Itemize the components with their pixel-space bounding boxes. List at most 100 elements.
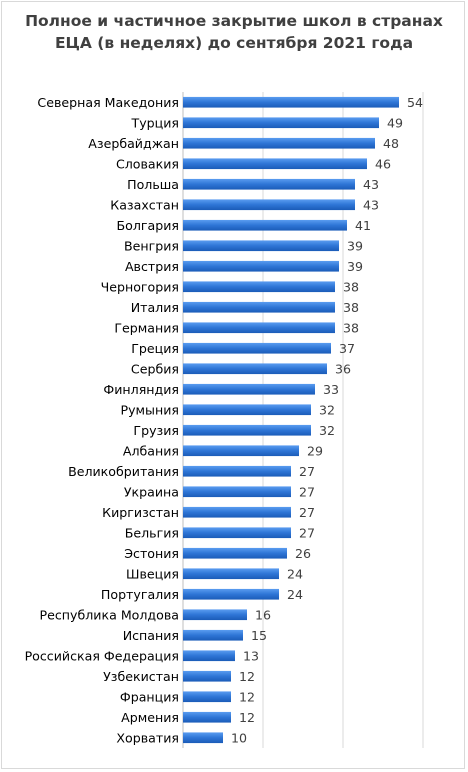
category-label: Киргизстан: [102, 505, 179, 520]
data-label: 33: [323, 382, 339, 397]
bar: [183, 527, 291, 539]
data-label: 46: [375, 156, 391, 171]
category-label: Швеция: [126, 566, 179, 581]
data-label: 39: [347, 259, 363, 274]
bar: [183, 260, 339, 272]
data-label: 12: [239, 710, 255, 725]
data-label: 16: [255, 607, 271, 622]
data-label: 39: [347, 238, 363, 253]
category-label: Черногория: [101, 279, 179, 294]
data-label: 27: [299, 525, 315, 540]
data-label: 38: [343, 320, 359, 335]
category-label: Албания: [123, 443, 179, 458]
data-label: 27: [299, 464, 315, 479]
bar: [183, 568, 279, 580]
data-label: 49: [387, 115, 403, 130]
data-label: 29: [307, 443, 323, 458]
category-label: Республика Молдова: [40, 607, 179, 622]
category-label: Испания: [123, 628, 179, 643]
category-label: Эстония: [124, 546, 179, 561]
bar: [183, 506, 291, 518]
data-label: 54: [407, 95, 423, 110]
bar: [183, 240, 339, 252]
bar: [183, 588, 279, 600]
data-label: 48: [383, 136, 399, 151]
category-label: Финляндия: [103, 382, 179, 397]
bar: [183, 445, 299, 457]
bar: [183, 96, 399, 108]
category-label: Хорватия: [116, 730, 179, 745]
bar: [183, 301, 335, 313]
category-label: Узбекистан: [103, 669, 179, 684]
category-label: Грузия: [133, 423, 179, 438]
category-label: Казахстан: [110, 197, 179, 212]
category-label: Франция: [120, 689, 179, 704]
data-label: 26: [295, 546, 311, 561]
data-label: 24: [287, 587, 303, 602]
category-label: Австрия: [125, 259, 179, 274]
category-label: Сербия: [131, 361, 179, 376]
category-label: Бельгия: [125, 525, 179, 540]
bar: [183, 650, 235, 662]
category-label: Венгрия: [124, 238, 179, 253]
data-label: 27: [299, 484, 315, 499]
chart-title-line-2: ЕЦА (в неделях) до сентября 2021 года: [54, 34, 414, 52]
category-label: Румыния: [121, 402, 180, 417]
data-label: 15: [251, 628, 267, 643]
category-label: Италия: [131, 300, 179, 315]
data-label: 41: [355, 218, 371, 233]
bar: [183, 117, 379, 129]
bar: [183, 158, 367, 170]
data-label: 10: [231, 730, 247, 745]
data-label: 32: [319, 423, 335, 438]
bar: [183, 363, 327, 375]
data-label: 12: [239, 669, 255, 684]
bar: [183, 670, 231, 682]
category-label: Португалия: [101, 587, 179, 602]
category-label: Армения: [121, 710, 179, 725]
bar: [183, 424, 311, 436]
category-label: Словакия: [116, 156, 179, 171]
data-label: 13: [243, 648, 259, 663]
bar: [183, 342, 331, 354]
bar: [183, 732, 223, 744]
category-label: Северная Македония: [37, 95, 179, 110]
category-label: Польша: [127, 177, 179, 192]
data-label: 24: [287, 566, 303, 581]
bar: [183, 404, 311, 416]
category-label: Греция: [131, 341, 179, 356]
data-label: 38: [343, 300, 359, 315]
bar: [183, 137, 375, 149]
bar: [183, 199, 355, 211]
bar: [183, 178, 355, 190]
category-label: Турция: [131, 115, 179, 130]
data-label: 37: [339, 341, 355, 356]
category-label: Болгария: [117, 218, 179, 233]
data-label: 38: [343, 279, 359, 294]
data-label: 32: [319, 402, 335, 417]
chart-title-line-1: Полное и частичное закрытие школ в стран…: [25, 12, 443, 30]
data-label: 27: [299, 505, 315, 520]
category-label: Азербайджан: [88, 136, 179, 151]
bar: [183, 629, 243, 641]
bar: [183, 547, 287, 559]
category-label: Украина: [124, 484, 179, 499]
bar: [183, 711, 231, 723]
bar: [183, 486, 291, 498]
data-label: 12: [239, 689, 255, 704]
bar: [183, 609, 247, 621]
bar: [183, 219, 347, 231]
bar: [183, 383, 315, 395]
data-label: 43: [363, 197, 379, 212]
bar: [183, 691, 231, 703]
category-label: Германия: [114, 320, 179, 335]
data-label: 36: [335, 361, 351, 376]
chart-title: Полное и частичное закрытие школ в стран…: [0, 10, 468, 54]
category-label: Великобритания: [68, 464, 179, 479]
data-label: 43: [363, 177, 379, 192]
bar: [183, 465, 291, 477]
category-label: Российская Федерация: [25, 648, 179, 663]
bar: [183, 281, 335, 293]
